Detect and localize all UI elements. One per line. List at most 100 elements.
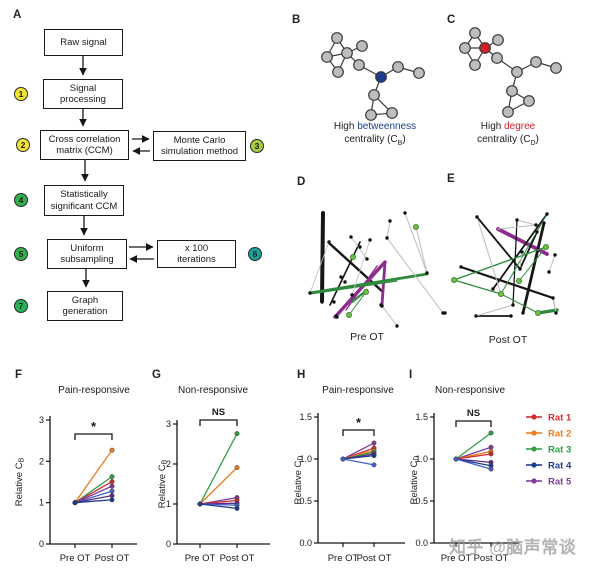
graph-edge-gray [552,297,557,314]
graph-node-green [543,244,550,251]
panel-label-b: B [292,14,301,26]
y-axis-title: Relative CD [293,456,305,505]
graph-node-green [516,278,523,285]
graph-node [443,311,447,315]
flow-step-text: generation [62,306,108,317]
data-point-post [109,447,115,453]
y-tick-label: 3 [166,419,171,429]
chart-panel-G: Non-responsive 3 2 1 0 Pre OT Post OT Relative … [157,385,270,564]
x-tick-label: Pre OT [441,553,472,564]
x-tick-label: Post OT [95,553,130,564]
network-node [332,66,344,78]
flow-step-text: Monte Carlo [173,134,226,146]
graph-node [459,265,463,269]
caption-text: centrality (C [344,133,398,145]
significance-bracket [342,429,375,436]
graph-node-green [346,311,353,318]
graph-edge-black [512,219,518,306]
data-line [74,499,113,504]
panel-label-d: D [297,176,306,188]
graph-node [521,311,525,315]
network-node [353,59,365,71]
graph-node-green [412,224,419,231]
rat-legend: Rat 1 Rat 2 Rat 3 Rat 4 Rat 5 [526,413,572,488]
flow-step-text: Signal [69,82,97,94]
graph-edge-gray [516,219,537,226]
y-tick-label: 2 [166,459,171,469]
betweenness-word: betweenness [357,121,417,132]
data-point-post [371,440,377,446]
graph-node [334,314,338,318]
network-node [331,32,343,44]
graph-edge-gray [309,241,330,294]
flow-step-text: x 100 [184,242,209,254]
network-node [523,95,535,107]
flow-step-text: iterations [177,254,216,265]
flow-step-iterations: x 100 iterations [157,240,236,268]
flow-step-text: simulation method [160,146,239,157]
graph-node [343,280,347,284]
significance-label: * [91,419,97,434]
flow-step-significant-ccm: Statistically significant CCM [44,185,124,216]
graph-edge-green [500,293,539,314]
legend-label: Rat 4 [548,461,572,472]
graph-edge-gray [404,212,428,274]
data-line [342,458,375,466]
graph-node [388,219,392,223]
data-line [455,453,492,460]
graph-edge-black [519,231,538,270]
data-line [74,476,113,504]
y-axis-title: Relative CD [409,456,421,505]
data-point-post [109,474,115,480]
graph-node [385,236,389,240]
degree-word: degree [504,121,536,132]
graph-node [547,270,551,274]
network-node [356,40,368,52]
chart-title: Pain-responsive [322,385,394,396]
data-point-post [488,430,494,436]
legend-marker [531,414,537,420]
network-node [341,47,353,59]
graph-node-green [498,291,505,298]
flow-step-text: Cross correlation [48,133,121,145]
flowchart-arrows [79,56,154,288]
flow-step-graph-generation: Graph generation [47,291,123,321]
graph-node [534,223,538,227]
legend-label: Rat 3 [548,445,571,456]
network-node [511,66,523,78]
y-tick-label: 3 [39,415,44,425]
flow-step-uniform-subsampling: Uniform subsampling [47,239,127,269]
data-line [74,485,113,504]
chart-panel-F: Pain-responsive 3 2 1 0 Pre OT Post OT Relative… [14,385,137,564]
flow-step-text: processing [60,94,106,105]
panel-label-h: H [297,369,306,381]
data-point-pre [453,456,459,462]
graph-edge-gray [497,224,537,230]
data-point-post [488,451,494,457]
chart-title: Non-responsive [178,385,248,396]
data-line [199,467,238,505]
x-tick-label: Post OT [357,553,392,564]
graph-edge-black [459,265,555,300]
data-point-post [488,466,494,472]
y-tick-label: 0 [39,539,44,549]
flow-step-text: Statistically [60,189,108,201]
network-node [491,52,503,64]
data-point-pre [340,456,346,462]
graph-node [509,314,513,318]
graph-node [474,314,478,318]
data-line [342,454,375,460]
graph-node [403,211,407,215]
panel-label-e: E [447,173,455,185]
data-point-pre [197,501,203,507]
data-line [455,458,492,470]
significance-bracket [455,420,492,427]
graph-node [554,311,558,315]
data-line [342,442,375,460]
graph-node [332,300,336,304]
chart-title: Non-responsive [435,385,505,396]
flow-step-text: subsampling [60,254,114,265]
legend-marker [531,446,537,452]
graph-edge-black [492,213,548,290]
